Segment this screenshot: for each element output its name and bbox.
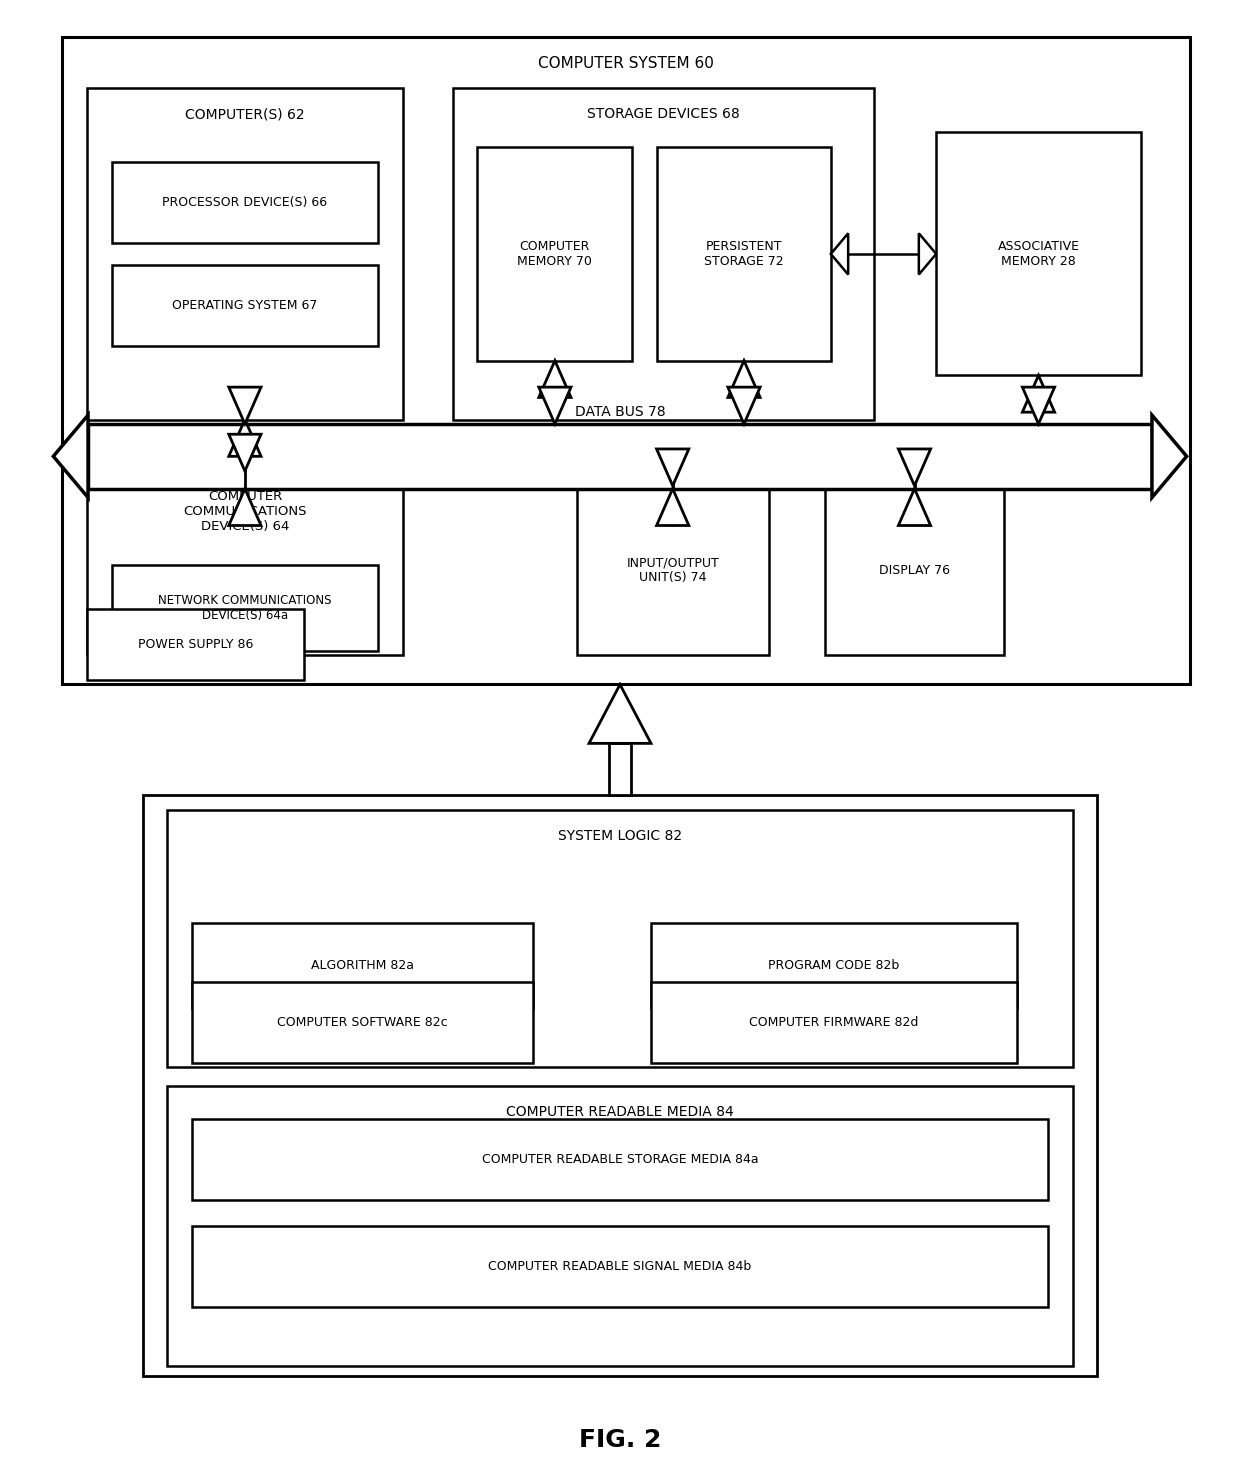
Text: DISPLAY 76: DISPLAY 76	[879, 564, 950, 577]
Text: OPERATING SYSTEM 67: OPERATING SYSTEM 67	[172, 299, 317, 312]
Text: PROCESSOR DEVICE(S) 66: PROCESSOR DEVICE(S) 66	[162, 196, 327, 209]
Polygon shape	[538, 361, 570, 397]
Polygon shape	[657, 449, 689, 486]
Bar	[112, 162, 378, 243]
Bar	[87, 609, 304, 680]
Bar	[192, 923, 533, 1008]
Text: COMPUTER SYSTEM 60: COMPUTER SYSTEM 60	[538, 56, 714, 71]
Polygon shape	[228, 420, 262, 456]
Text: PROGRAM CODE 82b: PROGRAM CODE 82b	[769, 960, 899, 972]
Bar	[87, 88, 403, 420]
Polygon shape	[538, 387, 570, 424]
Bar	[651, 923, 1017, 1008]
Bar	[167, 810, 1073, 1067]
Text: COMPUTER FIRMWARE 82d: COMPUTER FIRMWARE 82d	[749, 1016, 919, 1029]
Polygon shape	[919, 233, 936, 274]
Text: POWER SUPPLY 86: POWER SUPPLY 86	[138, 639, 253, 651]
Text: COMPUTER READABLE SIGNAL MEDIA 84b: COMPUTER READABLE SIGNAL MEDIA 84b	[489, 1260, 751, 1273]
Text: SYSTEM LOGIC 82: SYSTEM LOGIC 82	[558, 829, 682, 843]
Bar	[192, 1226, 1048, 1307]
Text: COMPUTER READABLE MEDIA 84: COMPUTER READABLE MEDIA 84	[506, 1105, 734, 1120]
Bar	[651, 982, 1017, 1063]
Bar	[657, 147, 831, 361]
Text: PERSISTENT
STORAGE 72: PERSISTENT STORAGE 72	[704, 240, 784, 268]
Polygon shape	[898, 489, 930, 526]
Text: COMPUTER
COMMUNICATIONS
DEVICE(S) 64: COMPUTER COMMUNICATIONS DEVICE(S) 64	[184, 490, 306, 533]
Polygon shape	[898, 449, 930, 486]
Polygon shape	[228, 434, 262, 471]
Text: INPUT/OUTPUT
UNIT(S) 74: INPUT/OUTPUT UNIT(S) 74	[626, 556, 719, 584]
Polygon shape	[657, 489, 689, 526]
Bar	[62, 37, 1190, 684]
Bar	[825, 486, 1004, 655]
Text: COMPUTER PROGRAM PRODUCT 80: COMPUTER PROGRAM PRODUCT 80	[490, 814, 750, 829]
Bar	[936, 132, 1141, 375]
Polygon shape	[228, 387, 262, 424]
Bar	[577, 486, 769, 655]
Bar	[167, 1086, 1073, 1366]
Bar	[192, 982, 533, 1063]
Text: STORAGE DEVICES 68: STORAGE DEVICES 68	[587, 107, 740, 122]
Bar	[192, 1119, 1048, 1200]
Polygon shape	[1022, 387, 1055, 424]
Bar	[477, 147, 632, 361]
Polygon shape	[1152, 415, 1187, 498]
Polygon shape	[831, 233, 848, 274]
Bar	[88, 424, 1152, 489]
Text: COMPUTER READABLE STORAGE MEDIA 84a: COMPUTER READABLE STORAGE MEDIA 84a	[481, 1153, 759, 1166]
Polygon shape	[53, 415, 88, 498]
Bar	[453, 88, 874, 420]
Bar	[143, 795, 1097, 1376]
Text: ALGORITHM 82a: ALGORITHM 82a	[311, 960, 414, 972]
Text: ASSOCIATIVE
MEMORY 28: ASSOCIATIVE MEMORY 28	[997, 240, 1080, 268]
Text: COMPUTER(S) 62: COMPUTER(S) 62	[185, 107, 305, 122]
Text: COMPUTER SOFTWARE 82c: COMPUTER SOFTWARE 82c	[278, 1016, 448, 1029]
Text: COMPUTER
MEMORY 70: COMPUTER MEMORY 70	[517, 240, 593, 268]
Polygon shape	[1022, 375, 1055, 412]
Bar	[112, 265, 378, 346]
Bar	[609, 743, 631, 795]
Polygon shape	[728, 361, 760, 397]
Text: FIG. 2: FIG. 2	[579, 1428, 661, 1451]
Text: NETWORK COMMUNICATIONS
DEVICE(S) 64a: NETWORK COMMUNICATIONS DEVICE(S) 64a	[159, 593, 331, 623]
Bar	[87, 471, 403, 655]
Bar	[112, 565, 378, 651]
Polygon shape	[228, 489, 262, 526]
Polygon shape	[589, 684, 651, 743]
Polygon shape	[728, 387, 760, 424]
Text: DATA BUS 78: DATA BUS 78	[574, 405, 666, 420]
